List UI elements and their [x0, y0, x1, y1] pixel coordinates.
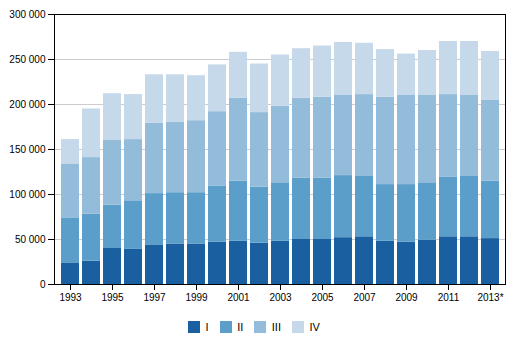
- svg-text:150 000: 150 000: [9, 144, 46, 155]
- svg-text:1997: 1997: [143, 292, 166, 303]
- html-text:II: II: [237, 320, 244, 333]
- html-text:I: I: [205, 320, 209, 333]
- svg-text:1993: 1993: [59, 292, 82, 303]
- svg-text:2003: 2003: [269, 292, 292, 303]
- svg-text:1999: 1999: [185, 292, 208, 303]
- svg-text:0: 0: [40, 279, 46, 290]
- svg-text:2013*: 2013*: [477, 292, 503, 303]
- svg-text:2011: 2011: [438, 292, 460, 303]
- html-text:III: III: [271, 320, 281, 333]
- svg-text:250 000: 250 000: [9, 54, 46, 65]
- svg-text:1995: 1995: [101, 292, 124, 303]
- svg-text:2007: 2007: [353, 292, 376, 303]
- svg-text:2001: 2001: [227, 292, 250, 303]
- svg-text:300 000: 300 000: [9, 9, 46, 20]
- svg-text:2005: 2005: [311, 292, 334, 303]
- html-text:IV: IV: [309, 320, 320, 333]
- svg-text:200 000: 200 000: [9, 99, 46, 110]
- svg-text:2009: 2009: [395, 292, 418, 303]
- svg-text:100 000: 100 000: [9, 189, 46, 200]
- svg-text:50 000: 50 000: [15, 234, 46, 245]
